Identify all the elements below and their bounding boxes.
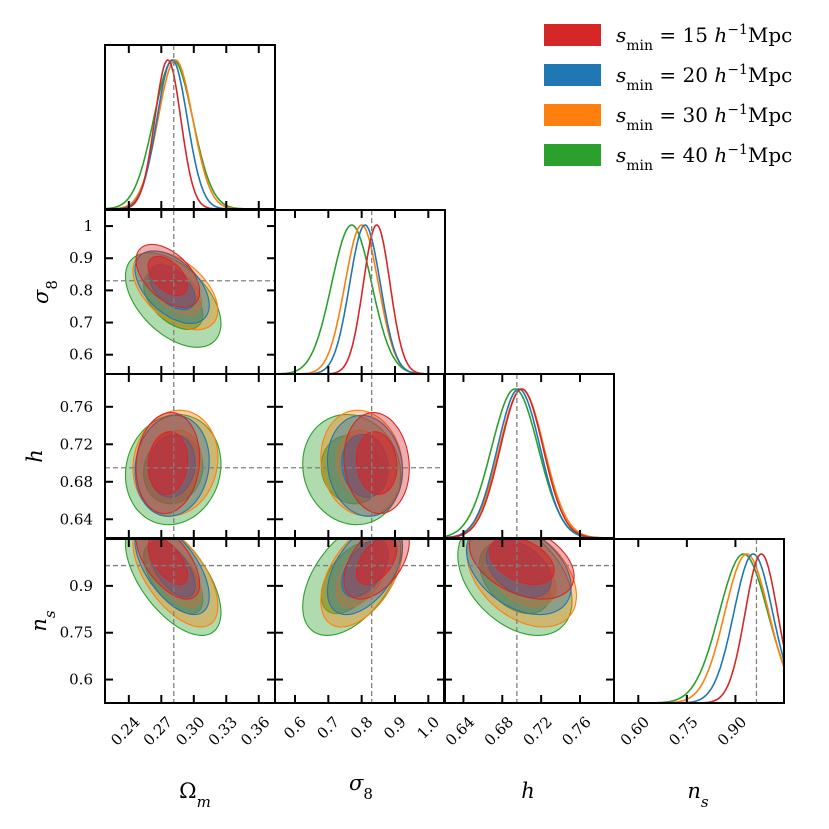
y-tick-label-sigma_8: 0.9 — [69, 249, 93, 267]
x-tick-label-sigma_8: 0.6 — [280, 713, 310, 743]
marginal-smin_20 — [275, 224, 445, 374]
x-tick-label-sigma_8: 0.8 — [347, 713, 377, 743]
contour-panel-n_s-vs-h — [444, 539, 614, 703]
x-tick-label-n_s: 0.90 — [714, 713, 750, 749]
y-tick-label-sigma_8: 0.7 — [69, 314, 93, 332]
contour-smin_15-68 — [147, 539, 189, 586]
contour-panel-sigma_8-vs-Omega_m — [105, 210, 275, 374]
marginal-smin_30 — [614, 553, 784, 703]
x-tick-label-Omega_m: 0.30 — [172, 713, 208, 749]
legend-swatch — [544, 144, 601, 166]
y-tick-label-sigma_8: 1 — [83, 217, 93, 235]
y-tick-label-h: 0.64 — [60, 510, 93, 528]
contour-panel-h-vs-Omega_m — [105, 374, 275, 538]
x-tick-label-sigma_8: 0.9 — [380, 713, 410, 743]
legend-label: smin = 30 h−1Mpc — [616, 102, 792, 134]
x-tick-label-Omega_m: 0.27 — [140, 713, 176, 749]
marginal-panel-n_s — [614, 539, 784, 703]
y-tick-label-n_s: 0.9 — [69, 577, 93, 595]
marginal-panel-Omega_m — [105, 45, 275, 209]
legend-label: smin = 20 h−1Mpc — [616, 62, 792, 94]
marginal-smin_30 — [105, 59, 275, 209]
marginal-panel-sigma_8 — [275, 210, 445, 374]
contour-smin_15-68 — [488, 539, 555, 586]
y-tick-label-sigma_8: 0.6 — [69, 346, 93, 364]
marginal-smin_15 — [105, 59, 275, 209]
marginal-smin_40 — [614, 553, 784, 703]
x-tick-label-h: 0.76 — [558, 713, 594, 749]
contour-smin_15-68 — [147, 255, 189, 297]
contour-panel-h-vs-sigma_8 — [275, 374, 445, 538]
contour-panel-n_s-vs-sigma_8 — [275, 539, 445, 703]
x-tick-label-n_s: 0.60 — [617, 713, 653, 749]
marginal-smin_20 — [614, 553, 784, 703]
x-tick-label-n_s: 0.75 — [665, 713, 701, 749]
legend-swatch — [544, 104, 601, 126]
y-axis-label-sigma-8: σ8 — [29, 280, 61, 304]
x-tick-label-Omega_m: 0.33 — [205, 713, 241, 749]
x-tick-label-h: 0.64 — [442, 713, 478, 749]
x-axis-label-sigma-8: σ8 — [349, 771, 373, 803]
x-tick-label-sigma_8: 0.7 — [313, 713, 343, 743]
contour-panel-n_s-vs-Omega_m — [105, 539, 275, 703]
marginal-smin_20 — [105, 59, 275, 209]
contour-smin_15-68 — [355, 431, 398, 495]
x-axis-label-h: h — [521, 779, 535, 803]
y-tick-label-sigma_8: 0.8 — [69, 281, 93, 299]
x-tick-label-h: 0.68 — [481, 713, 517, 749]
y-tick-label-n_s: 0.6 — [69, 671, 93, 689]
legend-label: smin = 15 h−1Mpc — [616, 22, 792, 54]
x-axis-label-omega-m: Ωm — [179, 779, 211, 811]
panel-frame — [613, 538, 785, 704]
x-tick-label-Omega_m: 0.24 — [107, 713, 143, 749]
y-tick-label-h: 0.76 — [60, 398, 93, 416]
y-tick-label-h: 0.68 — [60, 473, 93, 491]
y-axis-label-n-s: ns — [27, 610, 59, 632]
x-tick-label-sigma_8: 1.0 — [413, 713, 443, 743]
legend-swatch — [544, 24, 601, 46]
contour-smin_15-68 — [147, 431, 189, 495]
y-tick-label-h: 0.72 — [60, 435, 93, 453]
panel-frame — [104, 44, 276, 210]
contour-smin_15-68 — [355, 539, 398, 586]
marginal-smin_40 — [275, 224, 445, 374]
marginal-smin_15 — [444, 388, 614, 538]
legend-label: smin = 40 h−1Mpc — [616, 142, 792, 174]
y-tick-label-n_s: 0.75 — [60, 624, 93, 642]
y-axis-label-h: h — [23, 449, 47, 463]
legend: smin = 15 h−1Mpc smin = 20 h−1Mpc smin = 3… — [544, 22, 792, 174]
marginal-smin_15 — [275, 224, 445, 374]
marginal-smin_40 — [444, 388, 614, 538]
x-axis-label-n-s: ns — [687, 779, 709, 811]
x-tick-label-Omega_m: 0.36 — [237, 713, 273, 749]
marginal-smin_30 — [275, 224, 445, 374]
legend-swatch — [544, 64, 601, 86]
marginal-panel-h — [444, 374, 614, 538]
x-tick-label-h: 0.72 — [520, 713, 556, 749]
